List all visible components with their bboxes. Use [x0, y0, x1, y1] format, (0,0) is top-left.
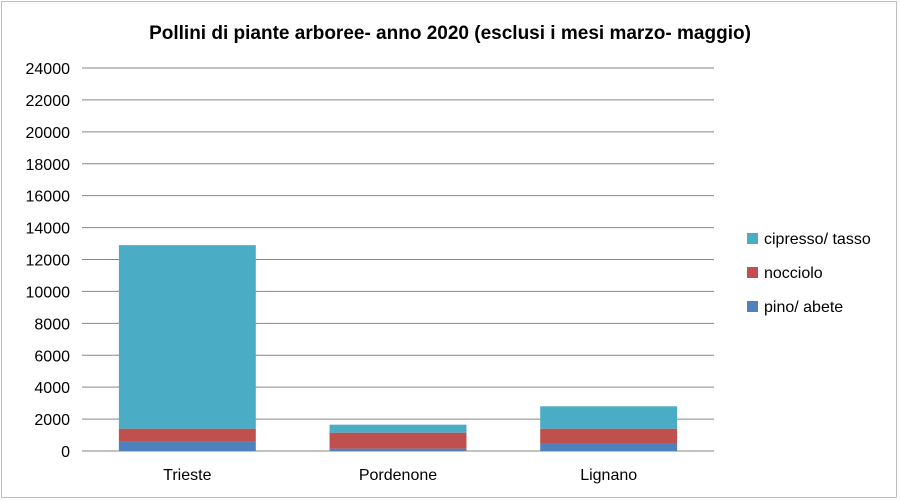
- y-tick-label: 12000: [26, 253, 71, 270]
- y-tick-label: 2000: [34, 412, 70, 429]
- y-tick-label: 16000: [26, 189, 71, 206]
- y-tick-label: 24000: [26, 61, 71, 78]
- bar-segment: [540, 406, 678, 429]
- legend-label: pino/ abete: [764, 299, 843, 316]
- legend: cipresso/ tasso nocciolo pino/ abete: [747, 231, 871, 316]
- y-tick-label: 22000: [26, 93, 71, 110]
- chart-title: Pollini di piante arboree- anno 2020 (es…: [149, 23, 751, 44]
- bar-segment: [329, 448, 467, 451]
- x-tick-label: Lignano: [580, 467, 637, 484]
- bar-segment: [118, 441, 256, 451]
- legend-swatch: [747, 267, 758, 278]
- bar-segment: [329, 432, 467, 449]
- legend-swatch: [747, 301, 758, 312]
- bar-segment: [118, 245, 256, 429]
- y-tick-label: 8000: [34, 316, 70, 333]
- y-tick-label: 0: [61, 444, 70, 461]
- y-tick-label: 10000: [26, 284, 71, 301]
- y-tick-label: 20000: [26, 125, 71, 142]
- x-tick-label: Trieste: [163, 467, 211, 484]
- y-tick-label: 4000: [34, 380, 70, 397]
- bars: [118, 245, 678, 451]
- bar-segment: [329, 424, 467, 433]
- x-tick-label: Pordenone: [359, 467, 437, 484]
- x-axis-ticks: Trieste Pordenone Lignano: [163, 467, 637, 484]
- y-axis-ticks: 0 2000 4000 6000 8000 10000 12000 14000 16000 180…: [26, 61, 71, 461]
- bar-segment: [540, 443, 678, 451]
- legend-swatch: [747, 233, 758, 244]
- y-tick-label: 6000: [34, 348, 70, 365]
- y-tick-label: 14000: [26, 221, 71, 238]
- bar-segment: [118, 428, 256, 442]
- y-tick-label: 18000: [26, 157, 71, 174]
- legend-label: nocciolo: [764, 265, 823, 282]
- legend-label: cipresso/ tasso: [764, 231, 871, 248]
- bar-segment: [540, 428, 678, 444]
